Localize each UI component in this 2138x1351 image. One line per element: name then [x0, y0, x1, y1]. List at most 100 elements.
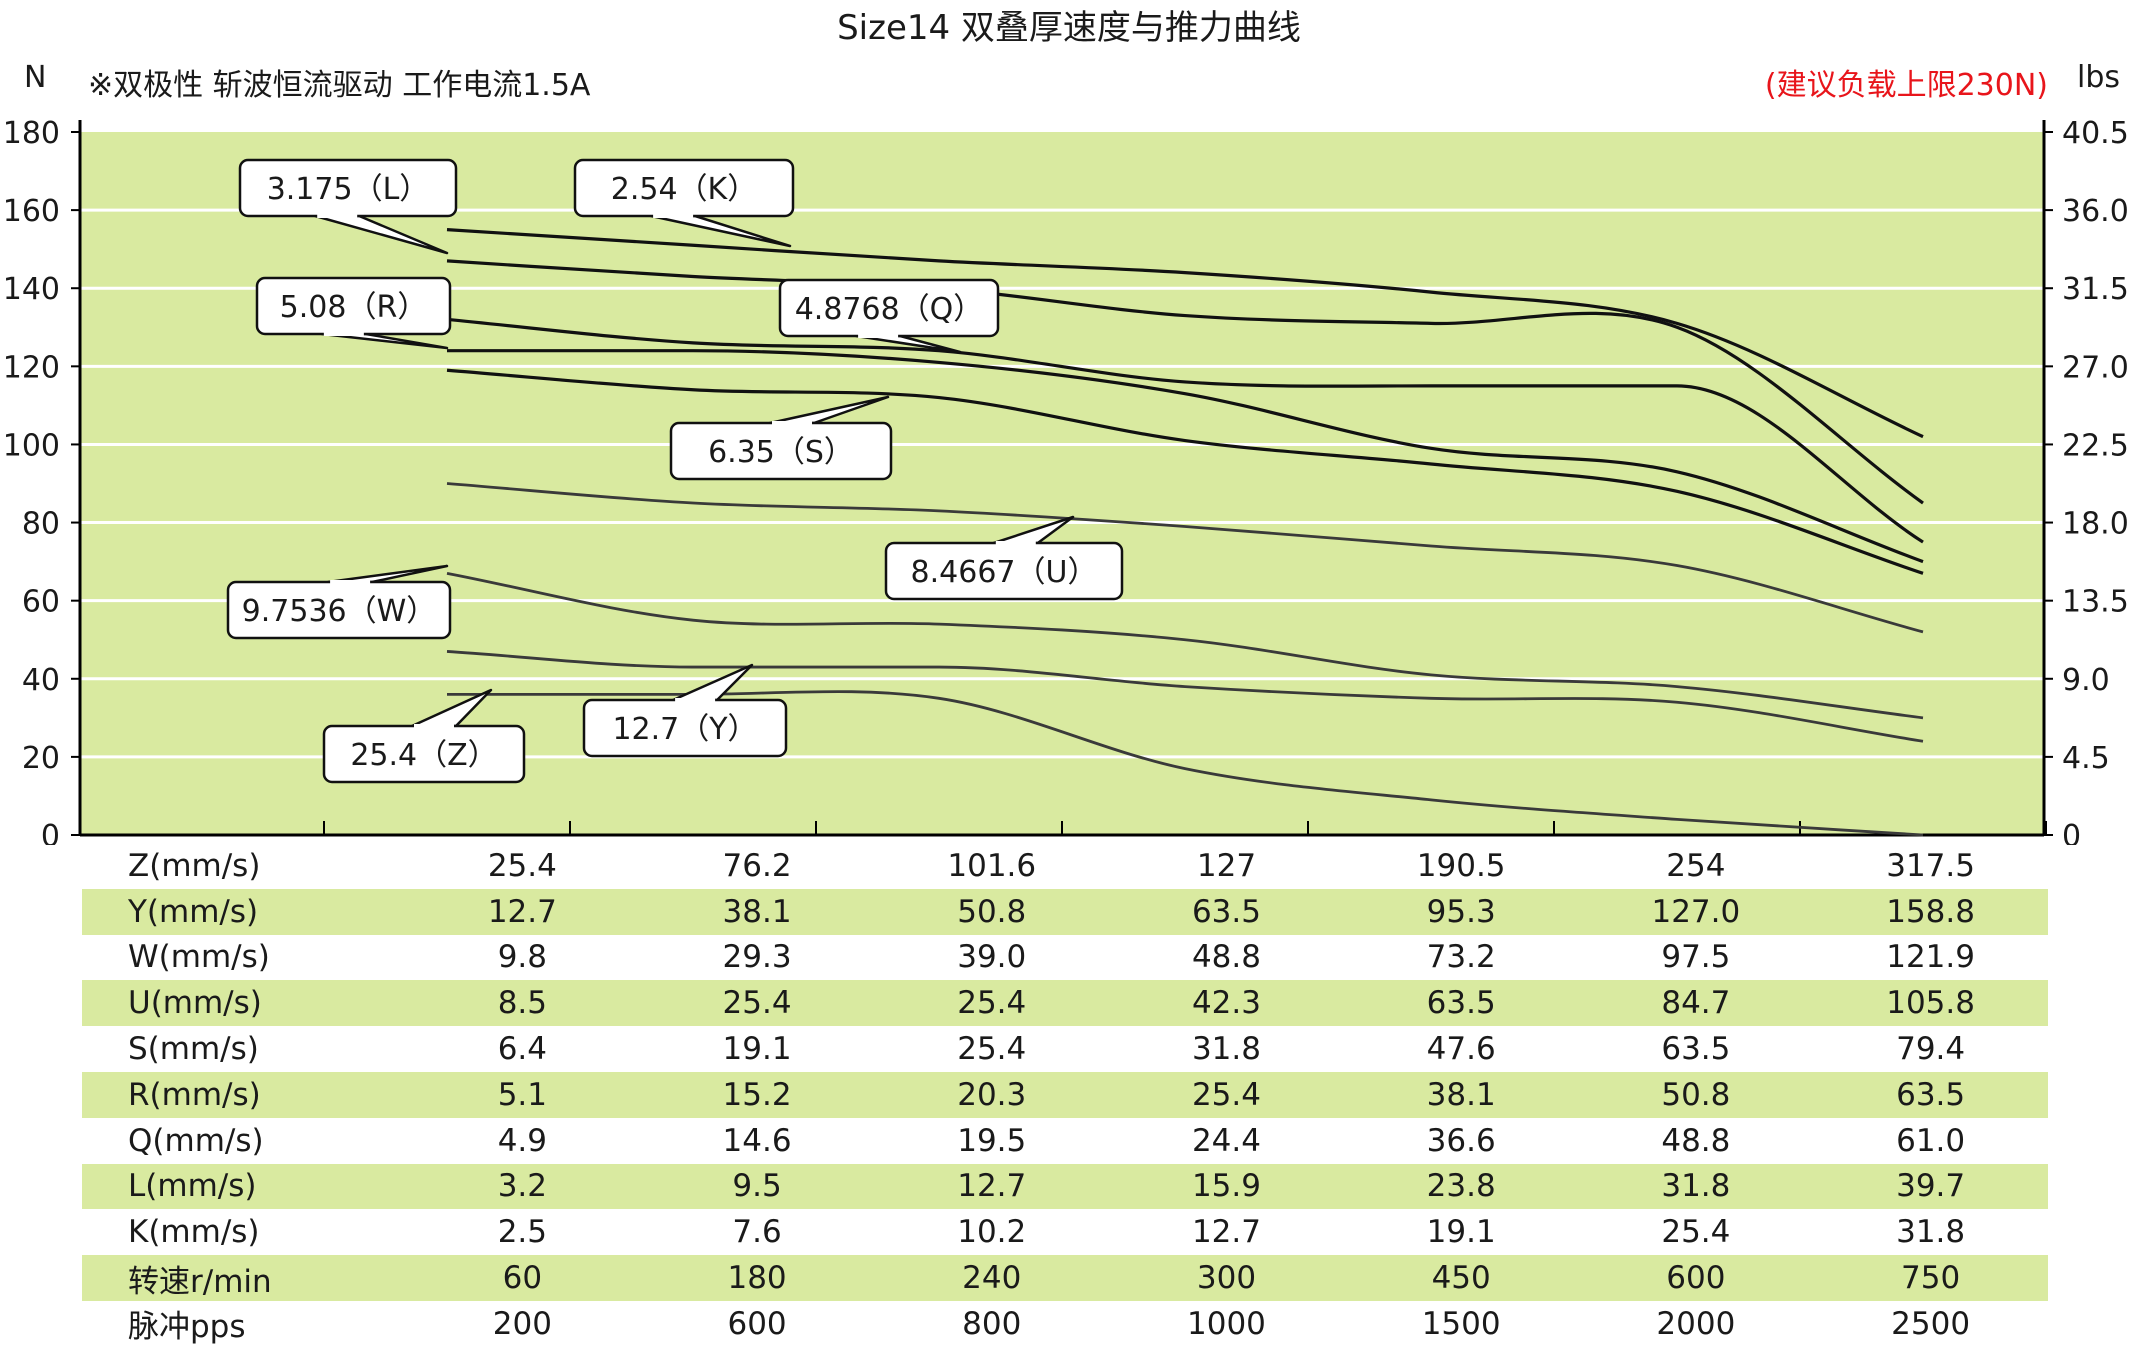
table-cell: 31.8 — [1191, 1031, 1261, 1068]
table-row: Z(mm/s) 25.4 76.2 101.6 127 190.5 254 317.5 — [82, 843, 2048, 889]
table-cell: 2500 — [1891, 1305, 1971, 1342]
table-cell: 450 — [1343, 1255, 1579, 1301]
table-cell: 15.2 — [639, 1071, 875, 1118]
callout-label: 6.35（S） — [708, 435, 854, 470]
table-cell: 25.4 — [957, 1031, 1027, 1068]
table-cell: 6.4 — [497, 1031, 547, 1068]
row-label: U(mm/s) — [82, 980, 405, 1027]
table-cell: 750 — [1813, 1255, 2048, 1301]
table-cell: 48.8 — [1191, 939, 1261, 976]
row-label: K(mm/s) — [128, 1214, 260, 1251]
series-curve-3 — [446, 317, 1924, 544]
table-row: W(mm/s) 9.8 29.3 39.0 48.8 73.2 97.5 121.9 — [82, 935, 2048, 981]
row-label: 转速r/min — [82, 1255, 405, 1301]
table-cell: 105.8 — [1813, 980, 2048, 1027]
table-cell: 10.2 — [957, 1214, 1027, 1251]
table-cell: 240 — [874, 1255, 1110, 1301]
left-tick-label: 0 — [41, 819, 60, 845]
callout-label: 8.4667（U） — [911, 555, 1098, 590]
table-row: Q(mm/s) 4.9 14.6 19.5 24.4 36.6 48.8 61.0 — [82, 1118, 2048, 1164]
right-tick-label: 13.5 — [2062, 585, 2129, 620]
right-tick-label: 31.5 — [2062, 272, 2129, 307]
series-curve-7 — [446, 571, 1924, 720]
row-label: S(mm/s) — [128, 1031, 259, 1068]
table-cell: 36.6 — [1426, 1122, 1496, 1159]
right-tick-label: 40.5 — [2062, 116, 2129, 151]
series-curve-8 — [446, 650, 1924, 743]
table-cell: 31.8 — [1896, 1214, 1966, 1251]
table-cell: 60 — [405, 1255, 640, 1301]
left-axis-unit: N — [24, 60, 47, 95]
series-curve-5 — [446, 368, 1924, 575]
table-row: K(mm/s) 2.5 7.6 10.2 12.7 19.1 25.4 31.8 — [82, 1209, 2048, 1255]
table-cell: 42.3 — [1109, 980, 1344, 1027]
series-curve-2 — [446, 259, 1924, 505]
row-label: Z(mm/s) — [128, 847, 261, 884]
table-cell: 2000 — [1656, 1305, 1736, 1342]
row-label: Q(mm/s) — [128, 1122, 264, 1159]
callout-label: 9.7536（W） — [242, 594, 437, 629]
table-cell: 9.5 — [639, 1163, 875, 1210]
table-cell: 95.3 — [1343, 888, 1579, 935]
chart-title: Size14 双叠厚速度与推力曲线 — [837, 8, 1301, 48]
table-cell: 63.5 — [1813, 1071, 2048, 1118]
right-tick-label: 36.0 — [2062, 194, 2129, 229]
drive-condition-note: ※双极性 斩波恒流驱动 工作电流1.5A — [88, 68, 591, 103]
series-curve-4 — [447, 349, 1924, 564]
speed-data-table: Z(mm/s) 25.4 76.2 101.6 127 190.5 254 317.5 Y(mm… — [82, 843, 2048, 1347]
callout-label: 25.4（Z） — [350, 738, 497, 773]
table-cell: 47.6 — [1426, 1031, 1496, 1068]
table-cell: 101.6 — [947, 847, 1037, 884]
table-cell: 600 — [1578, 1255, 1814, 1301]
table-cell: 25.4 — [639, 980, 875, 1027]
table-cell: 7.6 — [732, 1214, 782, 1251]
left-tick-label: 20 — [22, 741, 60, 776]
table-cell: 29.3 — [722, 939, 792, 976]
table-cell: 63.5 — [1343, 980, 1579, 1027]
row-label: L(mm/s) — [82, 1163, 405, 1210]
table-cell: 12.7 — [405, 888, 640, 935]
table-cell: 84.7 — [1578, 980, 1814, 1027]
right-tick-label: 0 — [2062, 819, 2081, 845]
table-row: 转速r/min 60 180 240 300 450 600 750 — [82, 1255, 2048, 1301]
table-cell: 14.6 — [722, 1122, 792, 1159]
left-tick-label: 100 — [3, 428, 60, 463]
right-tick-label: 18.0 — [2062, 507, 2129, 542]
left-tick-label: 80 — [22, 507, 60, 542]
series-curve-6 — [446, 482, 1924, 634]
table-cell: 9.8 — [497, 939, 547, 976]
table-cell: 12.7 — [1191, 1214, 1261, 1251]
table-cell: 5.1 — [405, 1071, 640, 1118]
row-label: W(mm/s) — [128, 939, 270, 976]
table-cell: 254 — [1666, 847, 1726, 884]
callout-label: 2.54（K） — [611, 172, 757, 207]
table-cell: 127.0 — [1578, 888, 1814, 935]
table-cell: 23.8 — [1343, 1163, 1579, 1210]
table-cell: 200 — [492, 1305, 552, 1342]
left-tick-label: 120 — [3, 350, 60, 385]
table-row: R(mm/s) 5.1 15.2 20.3 25.4 38.1 50.8 63.5 — [82, 1071, 2048, 1118]
left-tick-label: 60 — [22, 585, 60, 620]
callout-label: 3.175（L） — [267, 172, 430, 207]
table-row: U(mm/s) 8.5 25.4 25.4 42.3 63.5 84.7 105.8 — [82, 980, 2048, 1027]
table-cell: 800 — [962, 1305, 1022, 1342]
table-cell: 61.0 — [1896, 1122, 1966, 1159]
callout-label: 4.8768（Q） — [795, 292, 984, 327]
table-cell: 20.3 — [874, 1071, 1110, 1118]
table-cell: 19.1 — [1426, 1214, 1496, 1251]
table-cell: 63.5 — [1109, 888, 1344, 935]
table-cell: 50.8 — [1578, 1071, 1814, 1118]
table-cell: 19.5 — [957, 1122, 1027, 1159]
table-cell: 97.5 — [1661, 939, 1731, 976]
table-cell: 19.1 — [722, 1031, 792, 1068]
table-cell: 50.8 — [874, 888, 1110, 935]
row-label: R(mm/s) — [82, 1071, 405, 1118]
right-tick-label: 22.5 — [2062, 428, 2129, 463]
table-cell: 79.4 — [1896, 1031, 1966, 1068]
table-cell: 63.5 — [1661, 1031, 1731, 1068]
left-tick-label: 40 — [22, 663, 60, 698]
left-tick-label: 160 — [3, 194, 60, 229]
table-cell: 39.7 — [1813, 1163, 2048, 1210]
load-limit-note: (建议负载上限230N) — [1764, 68, 2048, 103]
thrust-speed-chart: 0 0 20 4.5 40 9.0 60 13.5 80 18.0 100 22.5 120 27.0 14… — [3, 116, 2129, 845]
